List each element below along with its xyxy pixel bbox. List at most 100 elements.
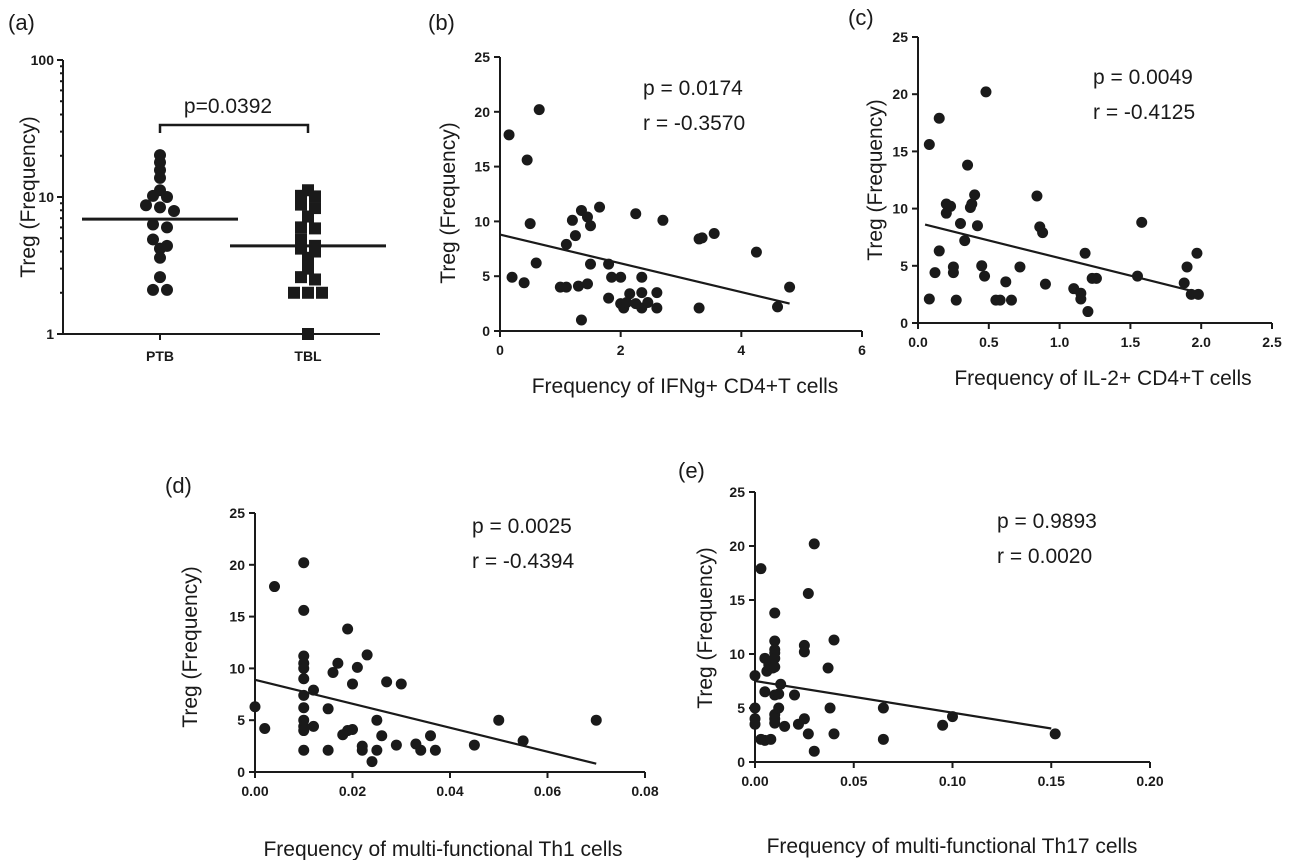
y-axis-title: Treg (Frequency) xyxy=(694,547,717,708)
data-point xyxy=(371,714,383,726)
data-point-tbl xyxy=(302,286,314,299)
data-point xyxy=(371,744,383,756)
y-tick-label: 10 xyxy=(38,189,54,205)
data-point xyxy=(415,744,427,756)
data-point xyxy=(298,702,310,714)
data-point xyxy=(657,214,669,226)
data-point xyxy=(298,557,310,569)
x-tick-label: 0.02 xyxy=(339,783,366,799)
data-point xyxy=(342,623,354,635)
data-point xyxy=(877,733,889,745)
data-point xyxy=(590,714,602,726)
data-point xyxy=(929,267,941,279)
data-point xyxy=(769,607,781,619)
data-point xyxy=(636,287,648,299)
data-point xyxy=(298,725,310,737)
data-point xyxy=(1005,294,1017,306)
data-point xyxy=(750,246,762,258)
x-tick-label: 0 xyxy=(496,342,504,358)
data-point-ptb xyxy=(147,189,159,202)
data-point xyxy=(945,200,957,212)
data-point xyxy=(1039,278,1051,290)
r-value-label: r = -0.4394 xyxy=(472,550,574,573)
y-tick-label: 25 xyxy=(892,29,908,45)
x-tick-label: 4 xyxy=(737,342,745,358)
y-tick-label: 0 xyxy=(737,754,745,770)
data-point xyxy=(327,667,339,679)
data-point xyxy=(769,717,781,729)
x-tick-label: 0.00 xyxy=(741,773,768,789)
data-point xyxy=(980,86,992,98)
data-point xyxy=(954,217,966,229)
regression-line xyxy=(499,233,790,305)
y-axis-title: Treg (Frequency) xyxy=(17,116,40,277)
data-point xyxy=(696,232,708,244)
data-point xyxy=(994,294,1006,306)
x-axis-title: Frequency of multi-functional Th1 cells xyxy=(263,838,622,860)
data-point xyxy=(521,154,533,166)
data-point-ptb xyxy=(154,242,166,255)
data-point-ptb xyxy=(147,233,159,246)
x-tick-label: 0.05 xyxy=(840,773,867,789)
data-point-tbl xyxy=(295,233,307,246)
data-point xyxy=(923,139,935,151)
data-point-tbl xyxy=(295,198,307,211)
x-tick-label: 0.0 xyxy=(908,334,928,350)
data-point xyxy=(1136,216,1148,228)
data-point xyxy=(651,287,663,299)
data-point xyxy=(560,281,572,293)
data-point xyxy=(1191,247,1203,259)
data-point xyxy=(322,703,334,715)
data-point-tbl xyxy=(309,245,321,258)
regression-line xyxy=(254,678,597,765)
data-point-ptb xyxy=(140,199,152,212)
data-point xyxy=(1079,247,1091,259)
data-point-ptb xyxy=(161,283,173,296)
data-point xyxy=(347,678,358,690)
y-tick-label: 0 xyxy=(237,764,245,780)
data-point xyxy=(828,728,840,740)
panel-label-c: (c) xyxy=(848,5,874,30)
data-point xyxy=(575,314,587,326)
data-point xyxy=(624,288,636,300)
x-tick-label: 0.10 xyxy=(939,773,966,789)
data-point xyxy=(773,702,785,714)
data-point xyxy=(381,676,393,688)
data-point xyxy=(636,271,648,283)
data-point xyxy=(560,238,572,250)
x-tick-label: 0.20 xyxy=(1136,773,1163,789)
data-point xyxy=(765,733,777,745)
data-point xyxy=(755,563,767,575)
y-tick-label: 0 xyxy=(482,323,490,339)
data-point xyxy=(749,702,761,714)
data-point xyxy=(351,661,363,673)
r-value-label: r = -0.3570 xyxy=(643,112,745,135)
data-point xyxy=(959,235,971,247)
data-point xyxy=(493,714,505,726)
p-value-label: p=0.0392 xyxy=(184,95,272,118)
y-axis-title: Treg (Frequency) xyxy=(864,99,887,260)
data-point xyxy=(1014,261,1026,273)
data-point xyxy=(308,720,319,732)
r-value-label: r = 0.0020 xyxy=(997,545,1092,568)
y-axis-title: Treg (Frequency) xyxy=(437,122,460,283)
data-point xyxy=(503,129,515,141)
x-tick-label: 1.0 xyxy=(1050,334,1070,350)
panel-a: (a) 1 10 100 PTB TBL p=0.0392 Treg (Frequency) xyxy=(8,10,386,364)
data-point-tbl xyxy=(302,328,314,340)
data-point xyxy=(749,718,761,730)
data-point xyxy=(950,294,962,306)
data-point-ptb xyxy=(154,251,166,264)
data-point xyxy=(772,301,784,313)
data-point-tbl xyxy=(302,251,314,264)
x-tick-label: PTB xyxy=(146,348,174,364)
data-point-tbl xyxy=(302,210,314,223)
panel-e: (e) 0 5 10 15 20 25 0.00 0.05 0.10 0.15 0.20 p = 0.9… xyxy=(678,458,1164,858)
p-value-label: p = 0.0174 xyxy=(643,77,743,100)
data-point xyxy=(533,104,545,116)
data-point xyxy=(425,730,436,742)
data-point-ptb xyxy=(147,218,159,231)
data-point xyxy=(773,688,785,700)
data-point xyxy=(759,686,771,698)
